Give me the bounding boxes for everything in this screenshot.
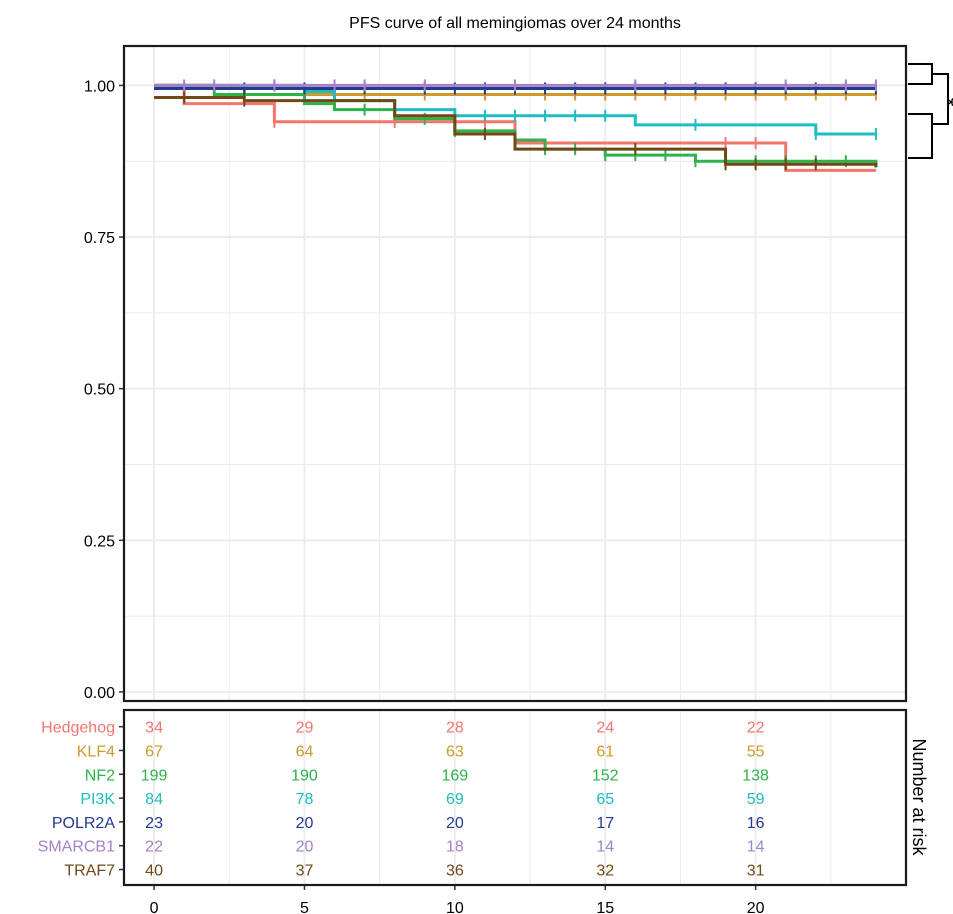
x-tick-label: 20 [747, 900, 765, 914]
risk-count-hedgehog: 34 [145, 720, 163, 737]
risk-table: Hedgehog 34 29 28 24 22 KLF4 67 64 63 61 55 NF2 199 19… [38, 720, 769, 880]
y-tick-label: 0.00 [84, 685, 115, 702]
risk-count-polr2a: 20 [296, 815, 314, 832]
risk-count-smarcb1: 20 [296, 839, 314, 856]
risk-side-label: Number at risk [909, 738, 929, 856]
bracket-top [908, 63, 933, 85]
y-tick-label: 0.25 [84, 533, 115, 550]
risk-row-label-polr2a: POLR2A [52, 815, 115, 832]
y-tick-label: 1.00 [84, 78, 115, 95]
risk-count-traf7: 40 [145, 863, 163, 880]
risk-count-smarcb1: 22 [145, 839, 163, 856]
risk-count-klf4: 64 [296, 743, 314, 760]
risk-count-smarcb1: 14 [747, 839, 765, 856]
risk-count-smarcb1: 18 [446, 839, 464, 856]
risk-count-hedgehog: 28 [446, 720, 464, 737]
risk-count-pi3k: 69 [446, 791, 464, 808]
risk-count-polr2a: 17 [596, 815, 614, 832]
significance-star: * [935, 98, 953, 107]
bracket-connector [932, 73, 949, 125]
x-axis: 0 5 10 15 20 [150, 885, 765, 914]
risk-count-polr2a: 16 [747, 815, 765, 832]
risk-table-frame [122, 708, 908, 887]
risk-count-hedgehog: 29 [296, 720, 314, 737]
chart-title: PFS curve of all memingiomas over 24 mon… [349, 15, 681, 32]
y-tick-label: 0.75 [84, 230, 115, 247]
curve-hedgehog [154, 83, 876, 172]
risk-count-klf4: 67 [145, 743, 163, 760]
risk-table-grid [153, 710, 832, 885]
risk-row-label-hedgehog: Hedgehog [41, 720, 115, 737]
risk-row-label-smarcb1: SMARCB1 [38, 839, 115, 856]
risk-count-pi3k: 65 [596, 791, 614, 808]
risk-row-label-klf4: KLF4 [77, 743, 115, 760]
risk-count-pi3k: 59 [747, 791, 765, 808]
risk-count-nf2: 190 [291, 767, 318, 784]
risk-row-label-nf2: NF2 [85, 767, 115, 784]
risk-count-klf4: 63 [446, 743, 464, 760]
risk-row-label-traf7: TRAF7 [64, 863, 115, 880]
risk-count-traf7: 36 [446, 863, 464, 880]
risk-count-smarcb1: 14 [596, 839, 614, 856]
risk-count-pi3k: 78 [296, 791, 314, 808]
risk-count-klf4: 61 [596, 743, 614, 760]
risk-count-nf2: 199 [141, 767, 168, 784]
x-tick-label: 10 [446, 900, 464, 914]
x-tick-label: 15 [596, 900, 614, 914]
risk-count-polr2a: 23 [145, 815, 163, 832]
risk-count-nf2: 169 [441, 767, 468, 784]
x-tick-label: 0 [150, 900, 159, 914]
survival-curves [154, 79, 878, 172]
main-plot-grid [124, 46, 906, 701]
risk-count-nf2: 152 [592, 767, 619, 784]
main-plot-frame [122, 44, 908, 703]
risk-count-traf7: 37 [296, 863, 314, 880]
risk-count-klf4: 55 [747, 743, 765, 760]
risk-count-hedgehog: 22 [747, 720, 765, 737]
y-tick-label: 0.50 [84, 382, 115, 399]
risk-count-polr2a: 20 [446, 815, 464, 832]
risk-count-traf7: 31 [747, 863, 765, 880]
risk-count-pi3k: 84 [145, 791, 163, 808]
x-tick-label: 5 [300, 900, 309, 914]
risk-row-label-pi3k: PI3K [80, 791, 115, 808]
risk-count-hedgehog: 24 [596, 720, 614, 737]
curve-pi3k [154, 83, 876, 136]
y-axis: 0.00 0.25 0.50 0.75 1.00 [84, 78, 124, 702]
significance-brackets: * [908, 63, 953, 159]
risk-count-traf7: 32 [596, 863, 614, 880]
bracket-bottom [908, 113, 933, 159]
risk-count-nf2: 138 [742, 767, 769, 784]
